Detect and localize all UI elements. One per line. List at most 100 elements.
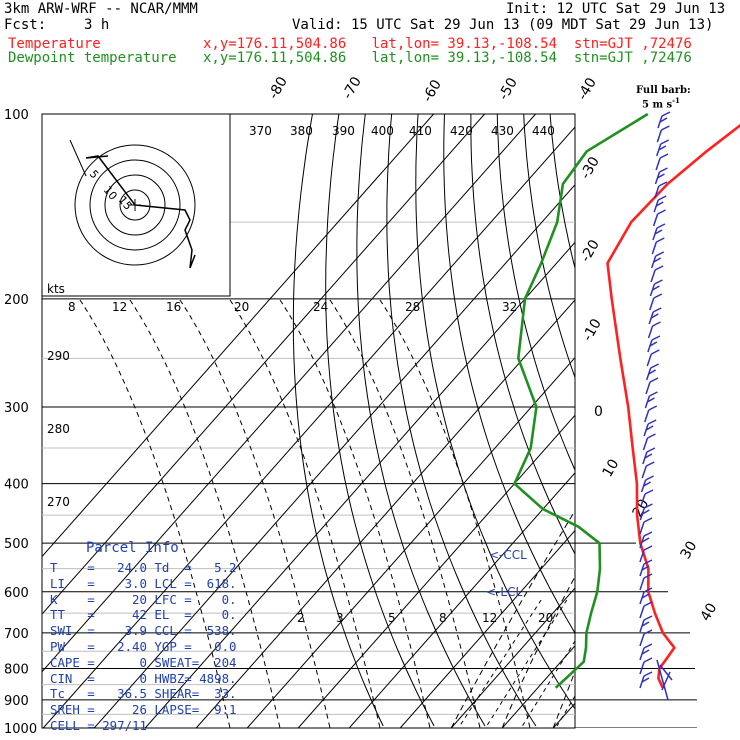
dry-adiabat xyxy=(443,114,575,634)
wind-barb-flag xyxy=(645,461,655,467)
isotherm-label: 0 xyxy=(594,404,603,420)
wind-barb-flag xyxy=(659,117,668,123)
wind-barb-flag xyxy=(654,279,663,285)
mixing-lines xyxy=(450,116,740,728)
dry-adiabat xyxy=(386,114,537,727)
moist-adiabat xyxy=(604,116,740,728)
wind-barb xyxy=(647,325,654,339)
wind-barb-flag xyxy=(649,341,658,347)
wind-barb-flag xyxy=(641,537,650,543)
wind-barb-flag xyxy=(646,447,656,453)
wind-scale-label: 28 xyxy=(405,300,420,314)
pressure-tick-800: 800 xyxy=(4,662,29,677)
dry-adiabats xyxy=(292,114,740,727)
dry-adiabat xyxy=(470,114,575,556)
wind-scale-label: 16 xyxy=(166,300,181,314)
hodograph-ring xyxy=(89,159,181,251)
wind-scale-curve xyxy=(179,299,331,728)
wind-barb xyxy=(646,353,653,367)
moist-adiabat xyxy=(501,575,575,728)
wind-barb-flag xyxy=(650,313,659,319)
model-title: 3km ARW-WRF -- NCAR/MMM xyxy=(4,1,198,17)
theta-label: 440 xyxy=(532,124,555,138)
wind-barb-flag xyxy=(644,489,654,495)
wind-barb xyxy=(650,269,656,283)
wind-barb-flag xyxy=(657,209,666,215)
wind-barb xyxy=(642,437,649,451)
wind-barb-flag xyxy=(641,621,650,627)
theta-label: 380 xyxy=(290,124,313,138)
mixing-ratio-line xyxy=(521,640,575,727)
mixing-ratio-line xyxy=(459,599,542,727)
wind-barb-flag xyxy=(648,369,657,375)
wind-barb-flag xyxy=(643,545,653,551)
wind-barb-flag xyxy=(643,657,653,663)
dry-adiabat xyxy=(292,114,384,727)
dry-adiabat xyxy=(523,114,575,379)
init-time: Init: 12 UTC Sat 29 Jun 13 xyxy=(506,1,726,17)
wind-barb-flag xyxy=(641,649,650,655)
parcel-row: CIN = 0 HWBZ= 4898. xyxy=(50,670,237,686)
wind-barb-flag xyxy=(652,307,662,313)
wind-barb-flag xyxy=(654,229,663,235)
wind-barb-flag xyxy=(658,181,668,187)
mixing-ratio-label: 8 xyxy=(439,611,447,625)
wind-scale-label: 20 xyxy=(234,300,249,314)
isotherm xyxy=(42,126,575,728)
dry-adiabat xyxy=(415,114,575,710)
dry-adiabat xyxy=(356,114,486,727)
wind-barb-flag xyxy=(643,601,653,607)
wind-barb xyxy=(651,241,658,255)
theta-e-label: 290 xyxy=(47,349,70,363)
wind-barb-flag xyxy=(643,531,653,537)
isotherm-label: -40 xyxy=(575,75,600,103)
wind-barb-flag xyxy=(661,111,671,117)
pressure-tick-500: 500 xyxy=(4,537,29,552)
isotherm xyxy=(399,529,575,728)
valid-time: Valid: 15 UTC Sat 29 Jun 13 (09 MDT Sat … xyxy=(292,17,714,33)
wind-barb xyxy=(639,661,645,675)
wind-barb xyxy=(649,297,655,311)
temperature-legend: Temperature xyxy=(8,36,101,52)
parcel-title: Parcel Info xyxy=(86,540,179,556)
barb-key-label: Full barb: xyxy=(636,85,691,96)
isotherm-label: -60 xyxy=(420,77,445,105)
mixing-ratio-label: 12 xyxy=(482,611,497,625)
isotherm-label: 30 xyxy=(678,539,701,562)
wind-barb-flag xyxy=(650,349,660,355)
pressure-tick-900: 900 xyxy=(4,694,29,709)
wind-barbs xyxy=(639,111,673,701)
wind-barb-flag xyxy=(648,405,658,411)
grid-lines xyxy=(41,113,740,729)
wind-barb-flag xyxy=(643,643,653,649)
wind-barb xyxy=(641,465,647,479)
isotherm xyxy=(655,114,740,728)
wind-barb-flag xyxy=(647,433,656,439)
wind-barb-flag xyxy=(651,335,661,341)
parcel-row: PW = 2.40 YGP = 0.0 xyxy=(50,639,237,654)
dewpoint-trace xyxy=(513,112,649,689)
wind-barb-flag xyxy=(644,503,653,509)
wind-barb-flag xyxy=(655,237,665,243)
mixing-ratio-line xyxy=(486,599,568,727)
moist-adiabat xyxy=(706,116,740,728)
hodograph-ring xyxy=(119,189,151,221)
theta-label: 370 xyxy=(249,124,272,138)
wind-scale-curve xyxy=(129,299,281,728)
wind-scale-label: 12 xyxy=(112,300,127,314)
pressure-tick-100: 100 xyxy=(4,108,29,123)
wind-scale-curve xyxy=(229,299,381,728)
mixing-ratio-line xyxy=(556,695,575,727)
moist-adiabat xyxy=(655,116,740,728)
wind-barb-cluster xyxy=(656,659,673,701)
hodograph-trace xyxy=(85,155,196,269)
wind-barb-flag xyxy=(660,139,670,145)
wind-barb-flag xyxy=(643,587,653,593)
hodograph-units: kts xyxy=(47,282,65,296)
dry-adiabat xyxy=(656,114,740,726)
wind-barb-flag xyxy=(643,615,653,621)
wind-barb-flag xyxy=(653,293,663,299)
isotherm xyxy=(42,114,536,673)
isotherm-label: 40 xyxy=(698,601,721,624)
parcel-row: SREH = 26 LAPSE= 9.1 xyxy=(50,702,237,718)
